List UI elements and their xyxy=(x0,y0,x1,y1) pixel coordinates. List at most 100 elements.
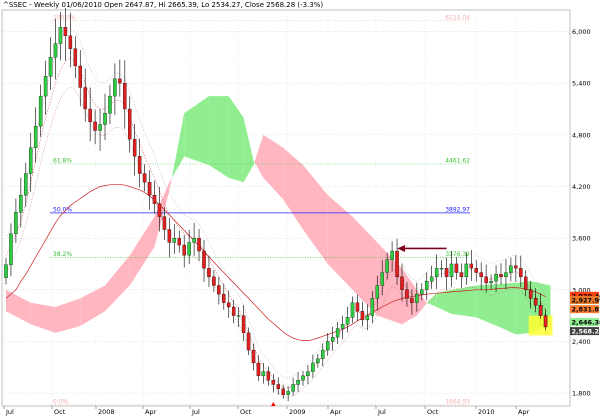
candle-down xyxy=(355,302,360,312)
cloud-segment xyxy=(208,96,229,178)
y-tick-label: 4,200 xyxy=(572,183,591,191)
fib-value-label: 1664.93 xyxy=(445,398,470,405)
candle-up xyxy=(38,95,43,127)
cloud-segment xyxy=(129,216,155,286)
candle-up xyxy=(380,272,384,286)
fib-pct-label: 0.0% xyxy=(53,398,69,405)
candle-up xyxy=(321,349,325,359)
candle-down xyxy=(499,274,503,278)
candle-down xyxy=(162,216,167,230)
fib-pct-label: 61.8% xyxy=(53,158,72,165)
cloud-segment xyxy=(105,255,130,312)
cloud-segment xyxy=(436,289,452,314)
candle-down xyxy=(231,306,236,316)
fib-pct-label: 100.0% xyxy=(53,14,76,21)
candle-down xyxy=(524,276,528,290)
candle-down xyxy=(152,194,157,204)
candle-up xyxy=(4,264,8,278)
candle-down xyxy=(202,250,206,269)
candle-down xyxy=(63,27,68,36)
cloud-segment xyxy=(55,298,81,333)
candle-down xyxy=(459,272,464,278)
candle-down xyxy=(127,108,132,140)
x-tick-label: 2009 xyxy=(289,408,306,416)
candle-up xyxy=(504,272,508,278)
cloud-segment xyxy=(154,182,170,247)
cloud-segment xyxy=(402,268,417,325)
x-tick-label: Apr xyxy=(330,408,342,416)
candle-down xyxy=(93,121,97,131)
candle-up xyxy=(108,95,112,114)
candle-up xyxy=(429,276,434,282)
candle-up xyxy=(43,76,48,97)
price-badges: 2,930.462,927.992,831.812,646.382,568.28 xyxy=(570,291,600,336)
candle-up xyxy=(261,371,266,377)
candle-down xyxy=(474,268,478,273)
price-badge-label: 2,646.38 xyxy=(572,319,600,327)
candle-up xyxy=(434,268,439,278)
candle-up xyxy=(98,124,102,131)
x-tick-label: Apr xyxy=(518,408,530,416)
cloud-segment xyxy=(451,285,477,318)
price-badge-label: 2,568.28 xyxy=(572,328,600,336)
candle-up xyxy=(385,259,389,273)
candle-down xyxy=(251,349,256,364)
axes: 1,800 2,400 3,000 3,600 4,200 4,800 5,400 6,000… xyxy=(3,28,591,416)
x-tick-label: 2008 xyxy=(98,408,115,416)
cloud-segment xyxy=(515,281,531,335)
candle-down xyxy=(276,384,280,389)
candle-up xyxy=(187,242,191,256)
price-badge-label: 2,927.99 xyxy=(572,296,600,304)
candle-down xyxy=(68,35,73,49)
candle-down xyxy=(241,315,246,333)
candle-down xyxy=(256,362,261,377)
candle-up xyxy=(390,250,394,260)
annotations xyxy=(271,244,553,406)
candle-down xyxy=(469,263,474,269)
candle-up xyxy=(330,336,335,342)
candle-down xyxy=(177,237,181,246)
cloud-segment xyxy=(80,285,105,326)
candle-down xyxy=(73,48,78,67)
y-tick-label: 2,400 xyxy=(572,338,591,346)
candle-up xyxy=(19,194,23,213)
plot-area xyxy=(1,9,571,407)
candle-down xyxy=(519,268,523,278)
candle-down xyxy=(147,182,152,196)
candle-up xyxy=(340,324,345,329)
candle-down xyxy=(217,285,221,295)
candle-up xyxy=(9,233,13,265)
y-tick-label: 4,800 xyxy=(572,131,591,139)
candle-down xyxy=(484,276,488,284)
x-tick-label: Oct xyxy=(240,408,252,416)
candle-up xyxy=(509,265,513,273)
candle-down xyxy=(410,298,414,303)
cloud-segment xyxy=(254,134,264,178)
fib-value-label: 6124.04 xyxy=(445,14,470,21)
candle-down xyxy=(543,315,548,328)
price-badge xyxy=(570,305,599,314)
candle-down xyxy=(118,78,122,84)
fib-pct-label: 38.2% xyxy=(53,251,72,258)
candle-up xyxy=(489,281,493,284)
candle-down xyxy=(88,108,92,123)
candle-down xyxy=(514,265,518,269)
fib-value-label: 4461.62 xyxy=(445,158,470,165)
candle-up xyxy=(494,274,498,282)
candle-up xyxy=(420,289,424,295)
candle-down xyxy=(132,138,137,157)
candle-down xyxy=(360,311,365,321)
cloud-segment xyxy=(501,282,516,335)
candle-up xyxy=(48,57,53,77)
fib-value-label: 3892.97 xyxy=(445,206,470,213)
cloud-segment xyxy=(263,134,284,200)
candle-up xyxy=(306,371,310,377)
fibonacci-levels: 100.0% 6124.04 61.8% 4461.62 50.0% 3892.97 38.… xyxy=(50,14,470,405)
cloud-segment xyxy=(6,289,31,325)
candle-down xyxy=(157,203,162,217)
candle-up xyxy=(296,380,300,385)
x-tick-label: Apr xyxy=(145,408,157,416)
candle-down xyxy=(123,83,127,110)
candle-down xyxy=(528,289,533,299)
